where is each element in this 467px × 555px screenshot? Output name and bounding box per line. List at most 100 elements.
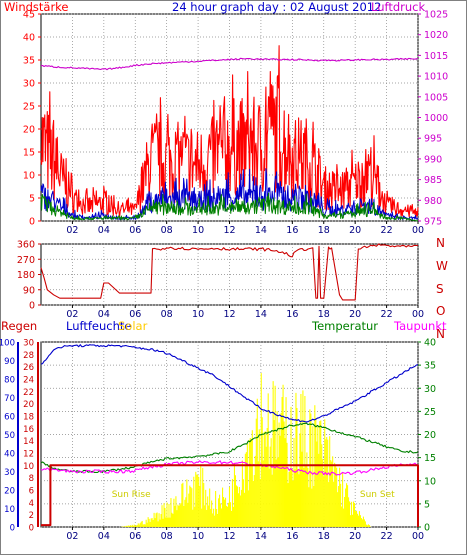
rain-y-tick-label: 10: [23, 462, 34, 472]
direction-x-tick-label: 02: [66, 309, 78, 320]
rain-line: [41, 464, 419, 527]
wind-x-tick-label: 20: [349, 225, 361, 236]
wind-x-tick-label: 00: [412, 225, 424, 236]
humidity-line: [40, 344, 419, 423]
humidity-y-tick-label: 0: [10, 524, 15, 534]
temperature-line: [40, 422, 419, 474]
direction-y-tick-label: 90: [23, 285, 35, 296]
wind-axis-title: Windstärke: [4, 0, 69, 14]
temperature-y-tick-label: 0: [424, 523, 430, 534]
humidity-y-tick-label: 10: [4, 505, 15, 515]
chart-marks: 0510152025303540459759809859909951000100…: [0, 10, 448, 543]
direction-x-tick-label: 06: [129, 309, 141, 320]
rain-y-tick-label: 22: [23, 388, 34, 398]
direction-y-tick-label: 360: [17, 240, 35, 251]
temperature-y-tick-label: 10: [424, 476, 436, 487]
direction-x-tick-label: 10: [192, 309, 204, 320]
wind-x-tick-label: 18: [318, 225, 330, 236]
direction-compass-label: S: [436, 282, 444, 296]
rain-y-tick-label: 14: [23, 437, 34, 447]
temperature-y-tick-label: 25: [424, 407, 436, 418]
climate-x-tick-label: 16: [286, 531, 298, 542]
humidity-y-tick-label: 100: [0, 339, 15, 349]
pressure-y-tick-label: 1015: [424, 51, 448, 62]
direction-y-tick-label: 270: [17, 255, 35, 266]
pressure-y-tick-label: 1005: [424, 92, 448, 103]
direction-x-tick-label: 12: [223, 309, 235, 320]
wind-x-tick-label: 08: [161, 225, 173, 236]
wind-series-line: [40, 192, 419, 222]
pressure-y-tick-label: 990: [424, 154, 442, 165]
climate-x-tick-label: 08: [161, 531, 173, 542]
direction-x-tick-label: 22: [381, 309, 393, 320]
rain-y-tick-label: 18: [23, 413, 34, 423]
wind-x-tick-label: 10: [192, 225, 204, 236]
humidity-y-tick-label: 90: [4, 357, 15, 367]
pressure-y-tick-label: 995: [424, 134, 442, 145]
rain-y-tick-label: 8: [29, 474, 34, 484]
pressure-y-tick-label: 1000: [424, 113, 448, 124]
wind-y-tick-label: 10: [23, 171, 35, 182]
wind-y-tick-label: 15: [23, 148, 35, 159]
temperature-y-tick-label: 40: [424, 338, 436, 349]
wind-series-line: [40, 45, 419, 219]
humidity-y-tick-label: 80: [4, 376, 15, 386]
rain-y-tick-label: 20: [23, 400, 34, 410]
wind-x-tick-label: 22: [381, 225, 393, 236]
chart-title: 24 hour graph day : 02 August 2012: [172, 0, 381, 14]
humidity-y-tick-label: 20: [4, 487, 15, 497]
dewpoint-axis-title: Taupunkt: [393, 319, 447, 333]
temperature-y-tick-label: 15: [424, 453, 436, 464]
rain-y-tick-label: 0: [29, 524, 34, 534]
pressure-y-tick-label: 980: [424, 196, 442, 207]
wind-x-tick-label: 12: [223, 225, 235, 236]
direction-y-tick-label: 180: [17, 270, 35, 281]
rain-y-tick-label: 12: [23, 450, 34, 460]
rain-y-tick-label: 16: [23, 425, 34, 435]
climate-x-tick-label: 14: [255, 531, 267, 542]
rain-y-tick-label: 24: [23, 376, 34, 386]
wind-series-line: [40, 168, 419, 221]
direction-x-tick-label: 16: [286, 309, 298, 320]
humidity-y-tick-label: 50: [4, 431, 15, 441]
direction-compass-label: W: [436, 259, 448, 273]
direction-x-tick-label: 20: [349, 309, 361, 320]
climate-x-tick-label: 10: [192, 531, 204, 542]
wind-x-tick-label: 02: [66, 225, 78, 236]
direction-compass-label: O: [436, 304, 445, 318]
rain-axis-title: Regen: [1, 319, 37, 333]
wind-y-tick-label: 40: [23, 33, 35, 44]
temperature-y-tick-label: 20: [424, 430, 436, 441]
direction-x-tick-label: 00: [412, 309, 424, 320]
humidity-y-tick-label: 60: [4, 413, 15, 423]
wind-x-tick-label: 04: [98, 225, 110, 236]
direction-x-tick-label: 18: [318, 309, 330, 320]
wind-y-tick-label: 35: [23, 56, 35, 67]
pressure-axis-title: Luftdruck: [371, 0, 425, 14]
pressure-y-tick-label: 1020: [424, 30, 448, 41]
wind-x-tick-label: 06: [129, 225, 141, 236]
pressure-y-tick-label: 975: [424, 217, 442, 228]
wind-y-tick-label: 25: [23, 102, 35, 113]
humidity-y-tick-label: 40: [4, 450, 15, 460]
climate-x-tick-label: 00: [412, 531, 424, 542]
wind-x-tick-label: 14: [255, 225, 267, 236]
climate-x-tick-label: 04: [98, 531, 110, 542]
direction-compass-label: N: [436, 327, 445, 341]
humidity-axis-title: Luftfeuchte: [66, 319, 131, 333]
sunrise-annotation: Sun Rise: [112, 490, 151, 500]
direction-y-tick-label: 0: [29, 301, 35, 312]
direction-x-tick-label: 14: [255, 309, 267, 320]
wind-y-tick-label: 45: [23, 10, 35, 21]
solar-axis-title: Solar: [118, 319, 148, 333]
climate-x-tick-label: 18: [318, 531, 330, 542]
wind-y-tick-label: 30: [23, 79, 35, 90]
direction-x-tick-label: 04: [98, 309, 110, 320]
humidity-y-tick-label: 70: [4, 394, 15, 404]
rain-y-tick-label: 30: [23, 339, 34, 349]
climate-x-tick-label: 12: [223, 531, 235, 542]
climate-x-tick-label: 06: [129, 531, 141, 542]
dewpoint-line: [40, 460, 418, 476]
